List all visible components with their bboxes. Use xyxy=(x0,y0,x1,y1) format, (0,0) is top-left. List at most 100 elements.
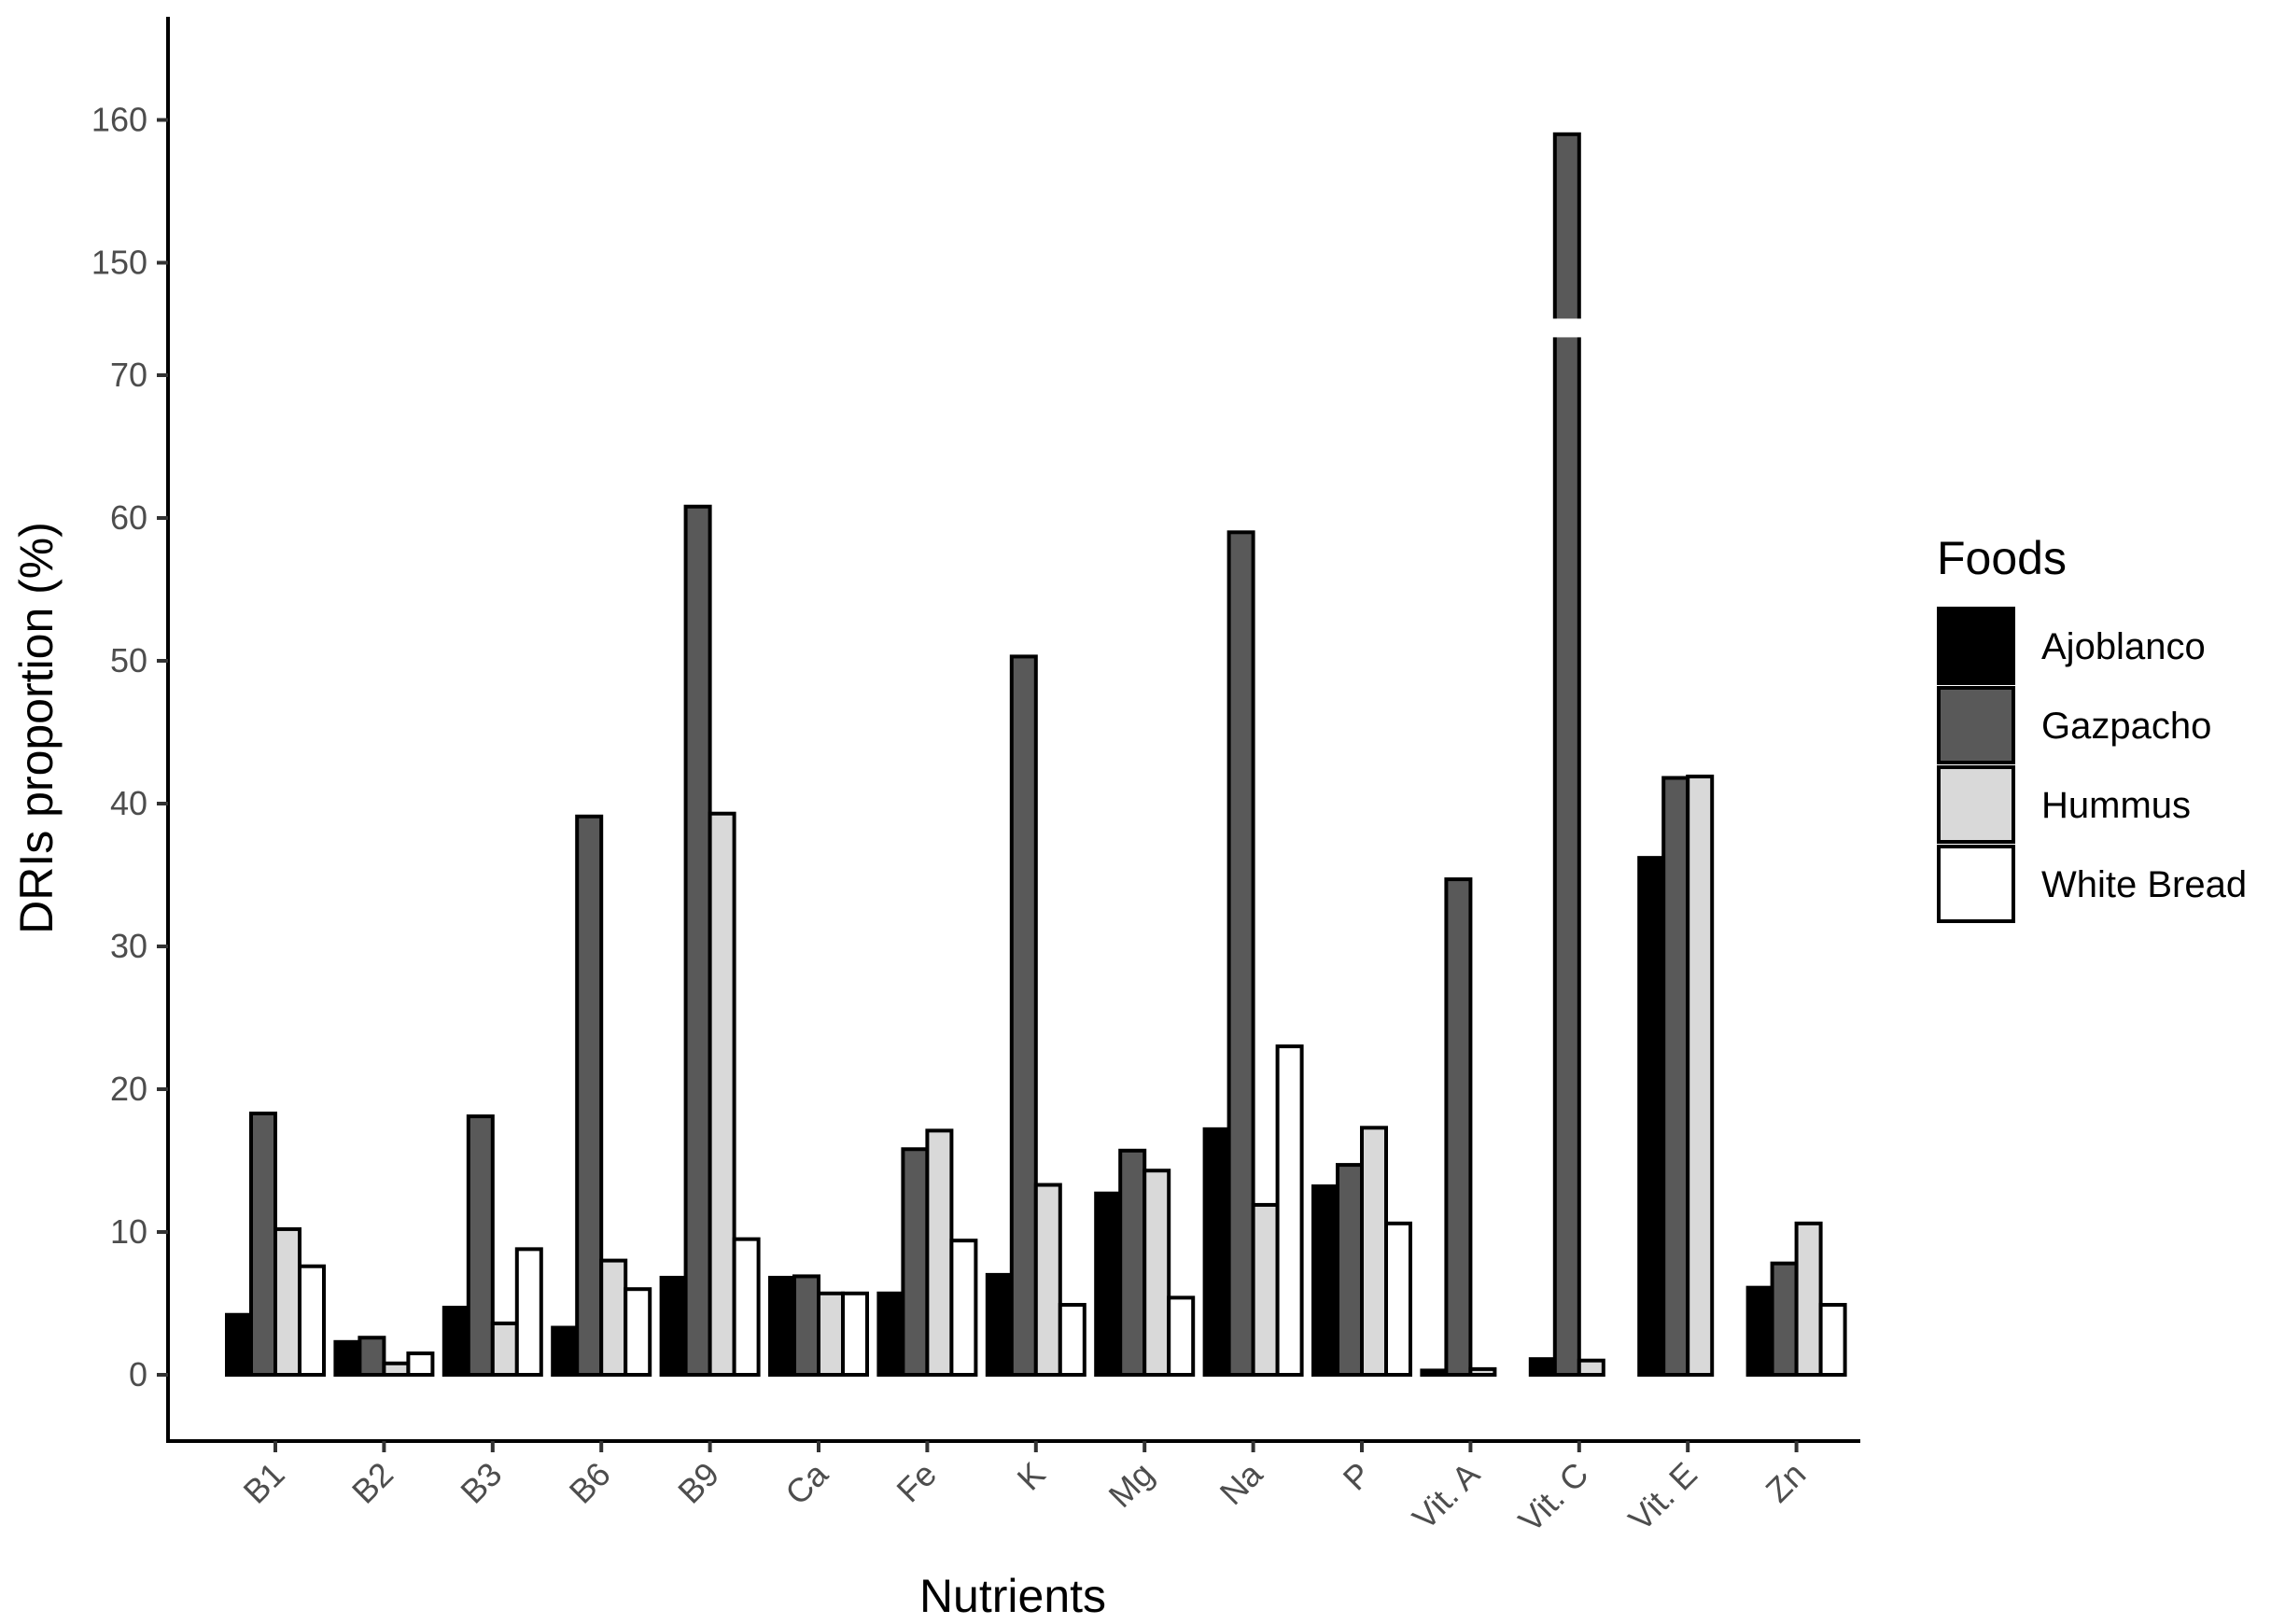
bar-white-bread-b1 xyxy=(298,1264,326,1377)
bar-hummus-fe xyxy=(925,1128,954,1377)
bar-gazpacho-ca xyxy=(792,1274,820,1378)
bar-white-bread-na xyxy=(1275,1044,1304,1377)
legend-label: Hummus xyxy=(2041,785,2191,826)
bar-white-bread-zn xyxy=(1818,1303,1847,1378)
bar-white-bread-fe xyxy=(949,1239,978,1378)
x-tick-label: Na xyxy=(1213,1454,1270,1512)
x-tick-label: B3 xyxy=(453,1455,509,1511)
x-tick-label: Vit. C xyxy=(1511,1455,1596,1540)
bar-white-bread-b6 xyxy=(624,1287,652,1377)
bar-gazpacho-mg xyxy=(1118,1148,1147,1378)
x-tick-label: K xyxy=(1009,1455,1052,1498)
bar-white-bread-ca xyxy=(841,1291,869,1378)
bar-ajoblanco-vit-e xyxy=(1637,856,1666,1377)
x-tick-label: B1 xyxy=(236,1455,292,1511)
bar-ajoblanco-b6 xyxy=(551,1325,580,1378)
legend-key-ajoblanco xyxy=(1937,607,2015,685)
legend: Foods Ajoblanco Gazpacho Hummus White Bread xyxy=(1937,532,2247,923)
x-tick-label: Zn xyxy=(1759,1455,1814,1510)
bar-gazpacho-b2 xyxy=(357,1336,386,1377)
bar-gazpacho-b6 xyxy=(575,814,604,1377)
y-tick-label: 60 xyxy=(110,498,147,537)
bar-hummus-mg xyxy=(1143,1169,1171,1377)
bar-white-bread-p xyxy=(1384,1221,1412,1377)
bar-ajoblanco-mg xyxy=(1094,1191,1123,1377)
bar-gazpacho-b9 xyxy=(683,504,712,1377)
x-tick-label: Mg xyxy=(1100,1455,1160,1515)
bar-gazpacho-k xyxy=(1009,654,1038,1377)
y-tick-label: 30 xyxy=(110,927,147,965)
bar-gazpacho-vit-e xyxy=(1661,776,1690,1377)
x-tick-label: P xyxy=(1336,1455,1379,1498)
bar-ajoblanco-b3 xyxy=(442,1306,470,1377)
y-tick-label: 160 xyxy=(91,101,147,139)
bar-hummus-na xyxy=(1251,1202,1280,1378)
y-tick-label: 0 xyxy=(129,1355,147,1393)
axis-break-gap xyxy=(1549,318,1585,338)
bar-ajoblanco-vit-a xyxy=(1420,1368,1449,1378)
bar-gazpacho-fe xyxy=(901,1147,930,1378)
bar-hummus-b9 xyxy=(708,811,736,1377)
bar-gazpacho-b1 xyxy=(249,1112,277,1377)
bar-gazpacho-vit-c xyxy=(1552,132,1581,1377)
x-tick-label: Vit. A xyxy=(1405,1455,1487,1537)
bar-ajoblanco-na xyxy=(1202,1127,1231,1377)
bar-white-bread-b9 xyxy=(732,1237,761,1378)
bar-ajoblanco-k xyxy=(985,1272,1014,1378)
bars-layer xyxy=(225,132,1847,1378)
x-tick-label: Fe xyxy=(889,1455,944,1510)
bar-gazpacho-vit-a xyxy=(1444,877,1473,1377)
bar-hummus-b3 xyxy=(490,1321,519,1378)
bar-ajoblanco-fe xyxy=(876,1291,905,1378)
x-tick-label: B6 xyxy=(562,1455,618,1511)
bar-white-bread-k xyxy=(1058,1303,1086,1378)
x-ticks: B1 B2 B3 B6 B9 Ca Fe K Mg Na P Vit. A Vit. C Vit. E Zn xyxy=(236,1441,1814,1540)
bar-gazpacho-b3 xyxy=(466,1114,495,1377)
y-tick-label: 150 xyxy=(91,244,147,282)
bar-white-bread-b3 xyxy=(514,1247,543,1377)
x-tick-label: B2 xyxy=(344,1455,400,1511)
bar-hummus-vit-e xyxy=(1686,774,1715,1377)
bar-hummus-vit-a xyxy=(1468,1366,1497,1378)
bar-gazpacho-na xyxy=(1227,530,1255,1377)
bar-hummus-zn xyxy=(1794,1221,1823,1377)
bar-hummus-b2 xyxy=(382,1361,411,1378)
bar-ajoblanco-ca xyxy=(768,1275,796,1377)
bar-hummus-p xyxy=(1360,1126,1388,1378)
bar-ajoblanco-b1 xyxy=(225,1312,253,1377)
x-tick-label: B9 xyxy=(670,1455,726,1511)
bar-hummus-ca xyxy=(817,1291,845,1378)
bar-ajoblanco-vit-c xyxy=(1528,1357,1557,1378)
y-tick-label: 10 xyxy=(110,1212,147,1251)
legend-key-white-bread xyxy=(1937,845,2015,923)
x-tick-label: Vit. E xyxy=(1620,1455,1703,1538)
bar-hummus-k xyxy=(1033,1183,1062,1378)
x-axis-title: Nutrients xyxy=(919,1570,1106,1622)
y-tick-label: 40 xyxy=(110,784,147,822)
bar-hummus-b1 xyxy=(273,1226,301,1377)
bar-hummus-b6 xyxy=(599,1258,628,1377)
y-tick-label: 70 xyxy=(110,356,147,394)
bar-gazpacho-zn xyxy=(1770,1261,1799,1378)
bar-ajoblanco-b2 xyxy=(333,1339,362,1378)
legend-label: White Bread xyxy=(2041,864,2247,905)
y-tick-label: 20 xyxy=(110,1070,147,1108)
y-tick-label: 50 xyxy=(110,641,147,679)
bar-white-bread-b2 xyxy=(406,1351,435,1378)
legend-key-gazpacho xyxy=(1937,686,2015,764)
legend-title: Foods xyxy=(1937,532,2067,584)
legend-label: Ajoblanco xyxy=(2041,626,2206,667)
bar-hummus-vit-c xyxy=(1577,1358,1605,1377)
legend-key-hummus xyxy=(1937,765,2015,844)
bar-gazpacho-p xyxy=(1336,1163,1364,1377)
bar-white-bread-mg xyxy=(1167,1295,1196,1378)
bar-ajoblanco-p xyxy=(1311,1184,1339,1378)
bar-ajoblanco-b9 xyxy=(659,1275,688,1377)
axis-break-gaps xyxy=(1549,318,1585,338)
x-tick-label: Ca xyxy=(778,1454,835,1512)
bar-ajoblanco-zn xyxy=(1745,1285,1774,1378)
legend-label: Gazpacho xyxy=(2041,706,2211,747)
y-axis-title: DRIs proportion (%) xyxy=(10,522,63,934)
y-ticks: 0 10 20 30 40 50 60 70 150 160 xyxy=(91,101,168,1393)
